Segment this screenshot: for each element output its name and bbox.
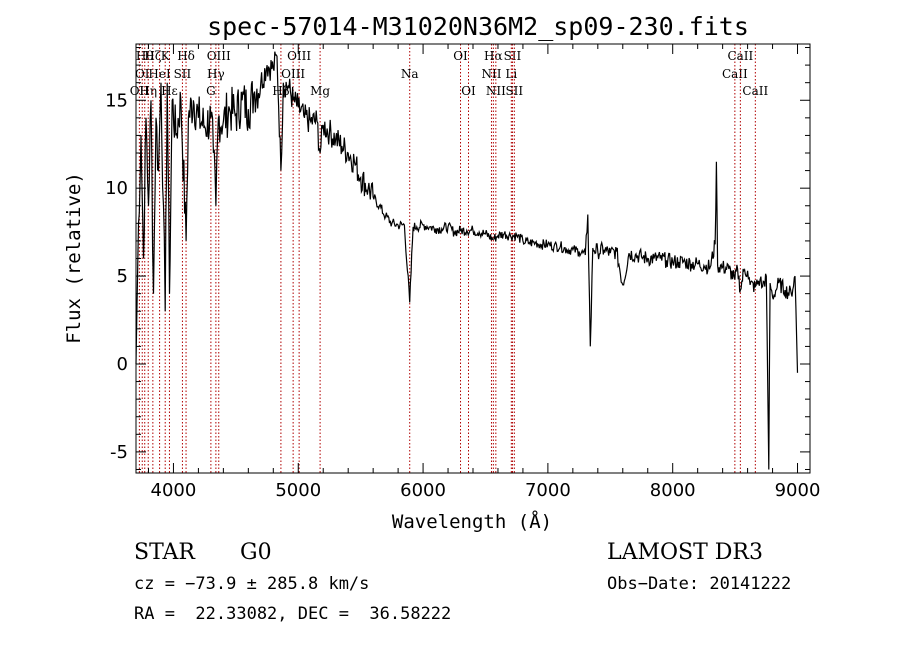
line-label-nii: NII [481, 67, 501, 81]
line-label-nii: NII [486, 84, 506, 98]
coordinates: RA = 22.33082, DEC = 36.58222 [134, 604, 452, 624]
object-subclass: G0 [240, 540, 272, 565]
spectrum-line [135, 51, 799, 470]
x-tick-label: 4000 [151, 480, 197, 501]
x-tick-label: 9000 [775, 480, 821, 501]
y-axis-label: Flux (relative) [63, 172, 85, 344]
object-class: STAR [134, 540, 195, 565]
line-label-hγ: Hγ [207, 67, 225, 81]
y-tick-label: 5 [117, 266, 128, 287]
y-tick-label: 15 [105, 90, 128, 111]
y-tick-label: 10 [105, 178, 128, 199]
line-label-mg: Mg [310, 84, 330, 98]
axis-ticks: 4000 5000 6000 7000 8000 9000 -5 0 5 10 15 [105, 44, 820, 501]
x-tick-label: 7000 [525, 480, 571, 501]
redshift-velocity: cz = −73.9 ± 285.8 km/s [134, 574, 370, 594]
line-label-g: G [206, 84, 216, 98]
x-tick-label: 6000 [400, 480, 446, 501]
y-tick-label: 0 [117, 354, 128, 375]
line-label-caii: CaII [727, 49, 753, 63]
line-label-hθ: Hθ [136, 49, 154, 63]
line-label-hδ: Hδ [177, 49, 195, 63]
line-label-hα: Hα [484, 49, 503, 63]
line-label-li: Li [505, 67, 517, 81]
spectral-line-markers: OIIOIHθHηHζHeIKHεSIIHδGHγOIIIHβOIIIOIIIM… [130, 44, 768, 473]
x-axis-label: Wavelength (Å) [392, 510, 552, 533]
y-tick-label: -5 [110, 442, 128, 463]
line-label-oiii: OIII [207, 49, 231, 63]
line-label-na: Na [401, 67, 419, 81]
chart-title: spec-57014-M31020N36M2_sp09-230.fits [207, 12, 749, 41]
line-label-hei: HeI [148, 67, 171, 81]
x-tick-label: 8000 [650, 480, 696, 501]
line-label-hζ: Hζ [144, 49, 161, 63]
line-label-sii: SII [505, 84, 523, 98]
line-label-k: K [161, 49, 171, 63]
line-label-oi: OI [461, 84, 476, 98]
plot-frame [135, 43, 811, 474]
line-label-oi: OI [135, 67, 150, 81]
line-label-caii: CaII [722, 67, 748, 81]
observation-date: Obs−Date: 20141222 [607, 574, 792, 594]
line-label-oiii: OIII [281, 67, 305, 81]
line-label-caii: CaII [742, 84, 768, 98]
line-label-sii: SII [174, 67, 192, 81]
line-label-oi: OI [453, 49, 468, 63]
line-label-sii: SII [504, 49, 522, 63]
line-label-hη: Hη [139, 84, 157, 98]
line-label-hε: Hε [161, 84, 178, 98]
x-tick-label: 5000 [275, 480, 321, 501]
line-label-oiii: OIII [287, 49, 311, 63]
survey-name: LAMOST DR3 [607, 540, 763, 565]
